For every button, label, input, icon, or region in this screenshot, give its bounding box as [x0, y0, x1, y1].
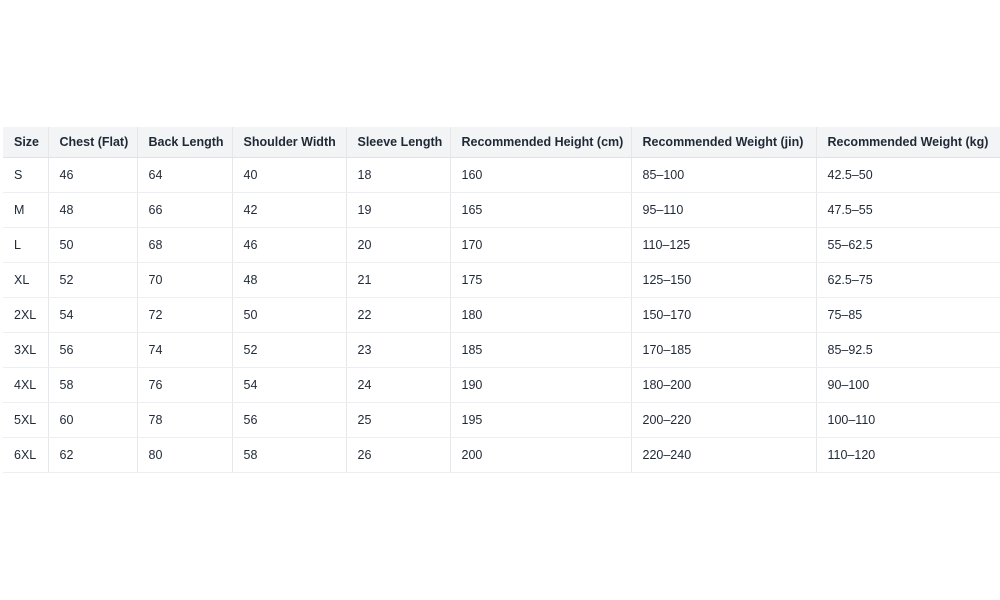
table-cell: 52: [232, 332, 347, 368]
table-cell: 68: [137, 227, 233, 263]
table-cell: 46: [48, 157, 138, 193]
table-cell: 110–120: [816, 437, 1000, 473]
size-table: Size Chest (Flat) Back Length Shoulder Widt…: [3, 127, 1000, 473]
table-cell: M: [3, 192, 49, 228]
table-cell: 19: [346, 192, 451, 228]
table-row: 6XL 62 80 58 26 200 220–240 110–120: [3, 437, 1000, 473]
table-cell: 54: [232, 367, 347, 403]
table-cell: 62: [48, 437, 138, 473]
table-cell: 58: [232, 437, 347, 473]
table-cell: 2XL: [3, 297, 49, 333]
table-cell: 110–125: [631, 227, 817, 263]
table-cell: 78: [137, 402, 233, 438]
table-cell: 50: [48, 227, 138, 263]
table-cell: 160: [450, 157, 632, 193]
table-row: 5XL 60 78 56 25 195 200–220 100–110: [3, 402, 1000, 438]
table-cell: 56: [232, 402, 347, 438]
table-cell: 58: [48, 367, 138, 403]
table-cell: 48: [48, 192, 138, 228]
table-row: 2XL 54 72 50 22 180 150–170 75–85: [3, 297, 1000, 333]
table-cell: 70: [137, 262, 233, 298]
table-cell: 50: [232, 297, 347, 333]
table-cell: 170: [450, 227, 632, 263]
table-cell: 180: [450, 297, 632, 333]
table-cell: 4XL: [3, 367, 49, 403]
table-cell: XL: [3, 262, 49, 298]
table-cell: 21: [346, 262, 451, 298]
table-cell: 47.5–55: [816, 192, 1000, 228]
table-body: S 46 64 40 18 160 85–100 42.5–50 M 48 66 42 19 165 95–…: [3, 157, 1000, 473]
table-cell: 54: [48, 297, 138, 333]
table-cell: 85–92.5: [816, 332, 1000, 368]
table-cell: 150–170: [631, 297, 817, 333]
table-cell: 200–220: [631, 402, 817, 438]
table-cell: 23: [346, 332, 451, 368]
table-cell: 180–200: [631, 367, 817, 403]
table-cell: 22: [346, 297, 451, 333]
table-cell: 175: [450, 262, 632, 298]
table-row: 3XL 56 74 52 23 185 170–185 85–92.5: [3, 332, 1000, 368]
table-row: M 48 66 42 19 165 95–110 47.5–55: [3, 192, 1000, 228]
table-cell: 46: [232, 227, 347, 263]
table-cell: 55–62.5: [816, 227, 1000, 263]
table-cell: 42.5–50: [816, 157, 1000, 193]
table-cell: 60: [48, 402, 138, 438]
table-cell: 62.5–75: [816, 262, 1000, 298]
header-cell: Back Length: [137, 127, 233, 158]
table-cell: L: [3, 227, 49, 263]
table-cell: 100–110: [816, 402, 1000, 438]
header-cell: Sleeve Length: [346, 127, 451, 158]
table-cell: 95–110: [631, 192, 817, 228]
table-row: XL 52 70 48 21 175 125–150 62.5–75: [3, 262, 1000, 298]
table-cell: 56: [48, 332, 138, 368]
header-cell: Recommended Height (cm): [450, 127, 632, 158]
table-cell: 26: [346, 437, 451, 473]
table-cell: 40: [232, 157, 347, 193]
table-cell: 6XL: [3, 437, 49, 473]
table-cell: 125–150: [631, 262, 817, 298]
table-cell: 24: [346, 367, 451, 403]
table-cell: 72: [137, 297, 233, 333]
table-cell: 66: [137, 192, 233, 228]
table-cell: 64: [137, 157, 233, 193]
table-cell: 165: [450, 192, 632, 228]
table-cell: 185: [450, 332, 632, 368]
table-cell: 76: [137, 367, 233, 403]
table-cell: 170–185: [631, 332, 817, 368]
table-cell: 90–100: [816, 367, 1000, 403]
header-cell: Chest (Flat): [48, 127, 138, 158]
table-row: L 50 68 46 20 170 110–125 55–62.5: [3, 227, 1000, 263]
table-cell: 200: [450, 437, 632, 473]
table-cell: 3XL: [3, 332, 49, 368]
header-cell: Recommended Weight (kg): [816, 127, 1000, 158]
table-cell: 85–100: [631, 157, 817, 193]
table-cell: 74: [137, 332, 233, 368]
table-cell: 25: [346, 402, 451, 438]
table-cell: 18: [346, 157, 451, 193]
table-cell: 190: [450, 367, 632, 403]
table-cell: 80: [137, 437, 233, 473]
table-cell: 20: [346, 227, 451, 263]
table-cell: 42: [232, 192, 347, 228]
table-cell: 48: [232, 262, 347, 298]
header-cell: Recommended Weight (jin): [631, 127, 817, 158]
table-cell: S: [3, 157, 49, 193]
table-row: 4XL 58 76 54 24 190 180–200 90–100: [3, 367, 1000, 403]
size-chart: Size Chest (Flat) Back Length Shoulder Widt…: [3, 127, 1000, 473]
table-row: S 46 64 40 18 160 85–100 42.5–50: [3, 157, 1000, 193]
table-cell: 5XL: [3, 402, 49, 438]
header-cell: Shoulder Width: [232, 127, 347, 158]
table-cell: 75–85: [816, 297, 1000, 333]
table-cell: 220–240: [631, 437, 817, 473]
header-row: Size Chest (Flat) Back Length Shoulder Widt…: [3, 127, 1000, 158]
table-cell: 195: [450, 402, 632, 438]
table-cell: 52: [48, 262, 138, 298]
header-cell: Size: [3, 127, 49, 158]
